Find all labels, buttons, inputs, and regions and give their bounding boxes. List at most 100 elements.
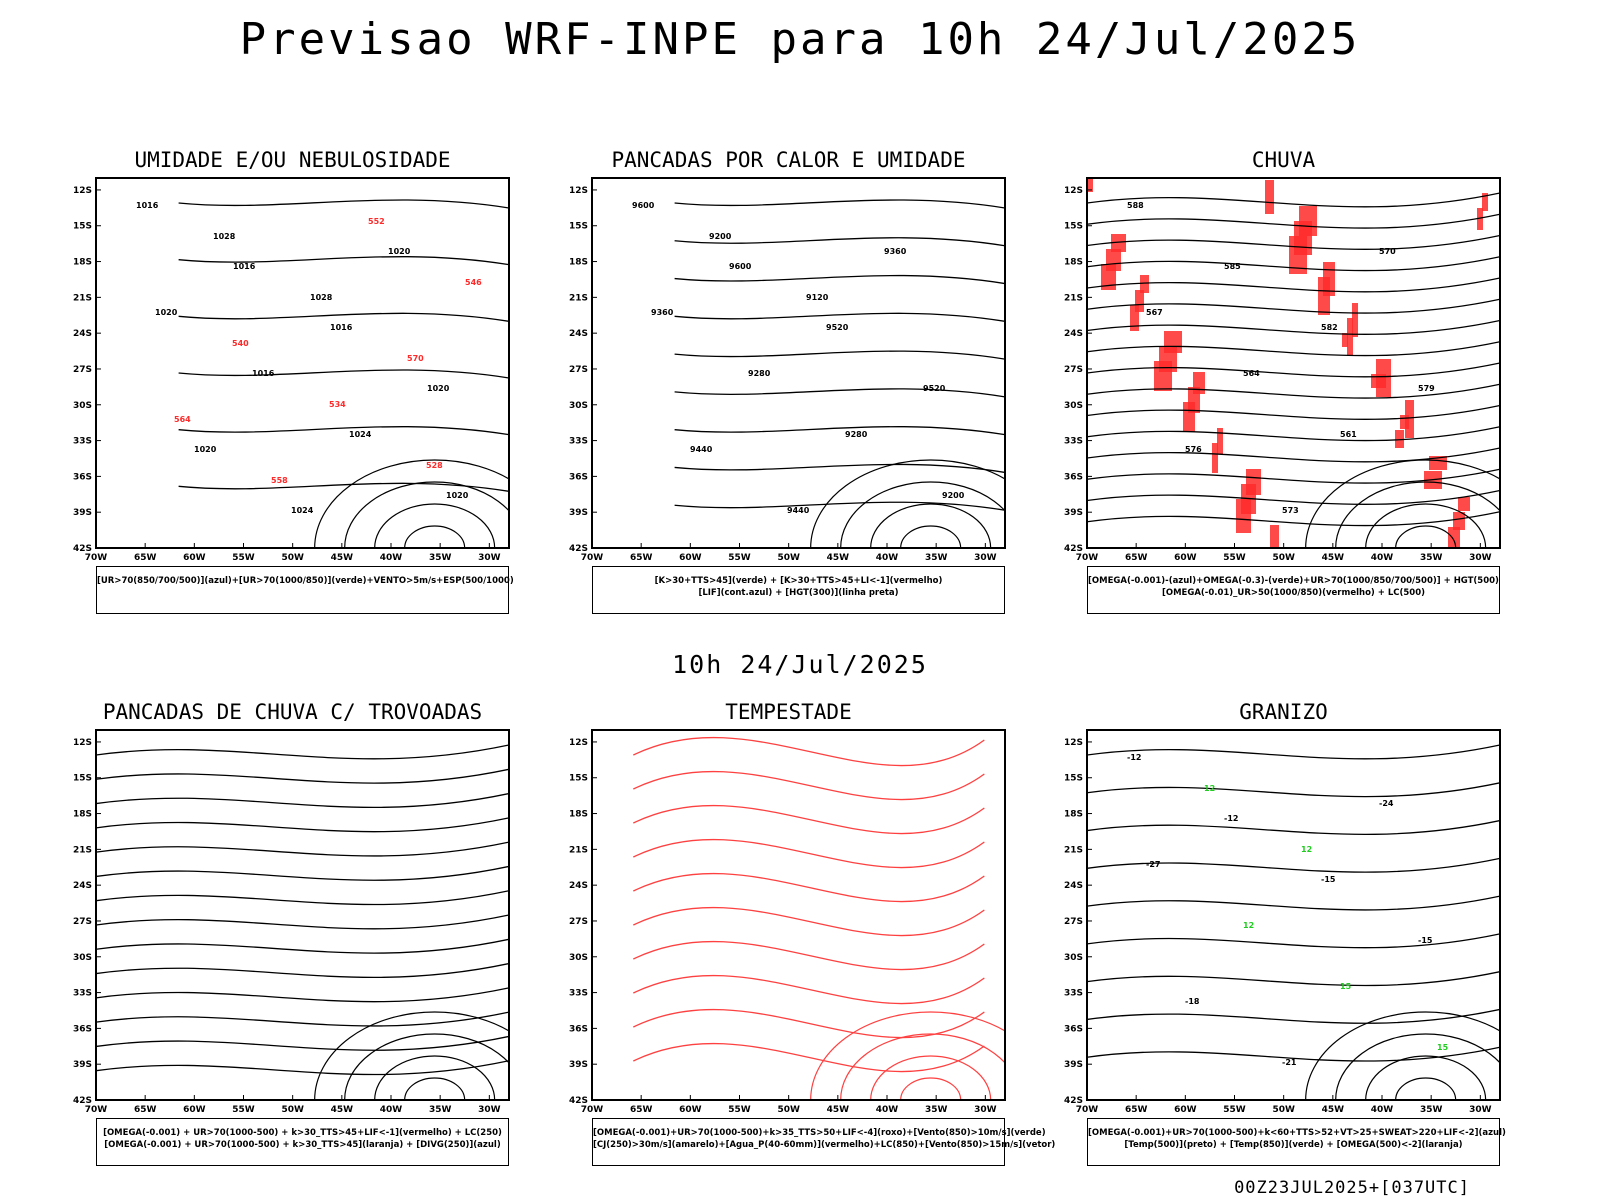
panel-umidade: UMIDADE E/OU NEBULOSIDADE 1016 1016 1016 102…: [56, 148, 529, 618]
contour-label: 588: [1127, 201, 1144, 210]
streamline-contour: [96, 890, 509, 906]
lon-tick-label: 30W: [1469, 553, 1492, 563]
contour-label: 540: [232, 339, 249, 348]
lon-tick-label: 70W: [581, 553, 604, 563]
contour-label: -27: [1146, 860, 1160, 869]
lon-tick-label: 50W: [1272, 1105, 1295, 1115]
lon-tick-label: 55W: [728, 1105, 751, 1115]
map-area: [592, 730, 1005, 1100]
lon-tick-label: 40W: [1371, 553, 1394, 563]
contour-label: 546: [465, 278, 482, 287]
panel-legend: [OMEGA(-0.001)-(azul)+OMEGA(-0.3)-(verde…: [1087, 566, 1500, 614]
contour-label: 9520: [826, 323, 849, 332]
low-pressure-contour: [1395, 525, 1457, 548]
contour-label: 9360: [651, 308, 674, 317]
lon-tick-label: 40W: [380, 1105, 403, 1115]
lon-tick-label: 60W: [1174, 1105, 1197, 1115]
isobar-contour: [178, 312, 509, 322]
lat-tick-label: 42S: [1064, 1096, 1083, 1106]
low-pressure-contour: [1335, 1033, 1500, 1100]
streamline-contour: [633, 737, 985, 767]
legend-line: [OMEGA(-0.001)-(azul)+OMEGA(-0.3)-(verde…: [1088, 576, 1499, 586]
temperature-contour: [1087, 895, 1500, 911]
lat-tick-label: 33S: [73, 989, 92, 999]
lat-tick-label: 33S: [1064, 437, 1083, 447]
temperature-contour: [1087, 971, 1500, 987]
temperature-contour: [1087, 857, 1500, 873]
panel-title: GRANIZO: [1239, 700, 1328, 724]
contour-label: 1020: [446, 491, 469, 500]
lon-tick-label: 30W: [974, 1105, 997, 1115]
contour-label: 12: [1243, 921, 1254, 930]
map-granizo: -12 -12 -15 -15 -18 -21 -24 -27 12 15 15 12 12 12S 15S…: [1064, 729, 1501, 1115]
lat-tick-label: 36S: [569, 472, 588, 482]
height-contour: [1087, 383, 1500, 399]
low-pressure-contour: [1305, 1011, 1500, 1100]
panel-title: CHUVA: [1251, 148, 1316, 172]
lon-tick-label: 35W: [925, 553, 948, 563]
legend-line: [OMEGA(-0.001) + UR>70(1000-500) + k>30_…: [104, 1140, 501, 1150]
rain-cell: [1236, 499, 1251, 533]
map-area: 9600 9600 9520 9520 9440 9440 9360 9360 9280 9280…: [592, 178, 1005, 548]
lat-tick-label: 36S: [1064, 472, 1083, 482]
panel-legend: [OMEGA(-0.001) + UR>70(1000-500) + k>30_…: [96, 1118, 509, 1166]
lat-tick-label: 42S: [569, 1096, 588, 1106]
legend-line: [CJ(250)>30m/s](amarelo)+[Agua_P(40-60mm…: [593, 1140, 1056, 1150]
lon-tick-label: 60W: [679, 1105, 702, 1115]
lat-tick-label: 39S: [1064, 508, 1083, 518]
lon-tick-label: 40W: [1371, 1105, 1394, 1115]
height-contour: [674, 426, 1005, 436]
sub-title: 10h 24/Jul/2025: [672, 650, 928, 679]
lat-tick-label: 15S: [569, 774, 588, 784]
map-frame: [591, 177, 1006, 549]
lon-tick-label: 35W: [925, 1105, 948, 1115]
contour-label: 528: [426, 461, 443, 470]
lat-tick-label: 30S: [73, 953, 92, 963]
lat-tick-label: 24S: [569, 881, 588, 891]
contour-label: 1028: [213, 232, 236, 241]
map-pancadas-calor: 9600 9600 9520 9520 9440 9440 9360 9360 9280 9280…: [569, 177, 1006, 563]
map-area: 588 585 582 579 576 573 570 567 564 561: [1087, 178, 1500, 548]
lon-tick-label: 65W: [1125, 553, 1148, 563]
lon-tick-label: 70W: [85, 553, 108, 563]
lat-tick-label: 12S: [569, 738, 588, 748]
rain-cell: [1101, 264, 1116, 290]
low-pressure-contour: [1335, 481, 1500, 548]
streamline-contour: [633, 975, 985, 1005]
lon-tick-label: 35W: [1420, 553, 1443, 563]
lat-tick-label: 36S: [569, 1024, 588, 1034]
lon-tick-label: 35W: [1420, 1105, 1443, 1115]
panel-legend: [OMEGA(-0.001)+UR>70(1000-500)+k>35_TTS>…: [592, 1118, 1056, 1166]
lon-tick-label: 45W: [331, 553, 354, 563]
low-pressure-contour: [374, 1055, 496, 1100]
contour-label: -12: [1127, 753, 1141, 762]
lat-tick-label: 24S: [1064, 881, 1083, 891]
rain-cell: [1453, 512, 1465, 530]
legend-line: [OMEGA(-0.001)+UR>70(1000-500)+k>35_TTS>…: [593, 1128, 1046, 1138]
contour-label: 9200: [709, 232, 732, 241]
streamline-contour: [96, 1060, 509, 1076]
streamline-contour: [96, 817, 509, 833]
lat-tick-label: 36S: [73, 1024, 92, 1034]
lat-tick-label: 27S: [569, 365, 588, 375]
contour-label: 1028: [310, 293, 333, 302]
low-pressure-contour: [870, 503, 992, 548]
legend-line: [UR>70(850/700/500)](azul)+[UR>70(1000/8…: [97, 576, 514, 586]
lat-tick-label: 42S: [569, 544, 588, 554]
panel-title: TEMPESTADE: [725, 700, 852, 724]
contour-label: 564: [1243, 369, 1260, 378]
lon-tick-label: 45W: [1322, 553, 1345, 563]
contour-label: 1020: [388, 247, 411, 256]
low-pressure-contour: [344, 481, 509, 548]
lat-tick-label: 24S: [73, 881, 92, 891]
contour-label: 15: [1437, 1043, 1449, 1052]
low-pressure-contour: [840, 1033, 1005, 1100]
lat-tick-label: 18S: [569, 258, 588, 268]
lat-tick-label: 27S: [73, 917, 92, 927]
lat-tick-label: 15S: [569, 222, 588, 232]
contour-label: -15: [1418, 936, 1433, 945]
temperature-contour: [1087, 1008, 1500, 1024]
height-contour: [1087, 404, 1500, 420]
low-pressure-contour: [870, 1055, 992, 1100]
